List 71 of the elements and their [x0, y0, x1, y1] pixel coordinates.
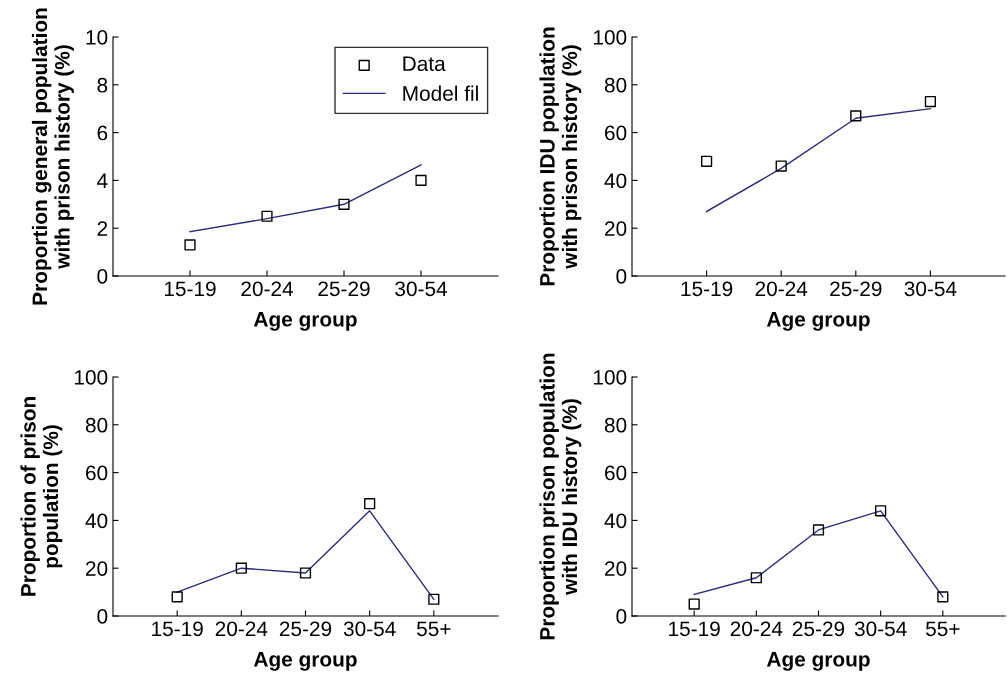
x-tick-label: 20-24	[755, 281, 808, 297]
x-tick-label: 30-54	[343, 621, 396, 637]
x-tick-label: 55+	[417, 621, 451, 637]
y-tick-label: 0	[97, 269, 108, 284]
x-tick-label: 30-54	[904, 281, 957, 297]
point	[364, 498, 376, 510]
point	[812, 524, 825, 536]
y-tick-label: 10	[86, 30, 108, 45]
point	[235, 562, 247, 574]
y-tick-label: 80	[604, 77, 627, 93]
x-tick-label: 30-54	[854, 621, 907, 637]
x-tick-label: 15-19	[681, 281, 733, 297]
point	[750, 572, 762, 584]
x-tick-label: 15-19	[669, 621, 720, 637]
point	[261, 210, 273, 222]
legend-label: Data	[403, 56, 446, 72]
x-tick-label: 20-24	[241, 281, 294, 297]
x-axis-title: Age group	[253, 312, 357, 331]
point	[937, 591, 949, 603]
point	[299, 567, 312, 579]
y-tick-label: 80	[85, 417, 108, 433]
y-axis-title: Proportion prison population with IDU history (%)	[539, 353, 582, 640]
y-tick-label: 0	[616, 609, 627, 624]
point	[184, 239, 196, 251]
x-axis-title: Age group	[253, 652, 357, 671]
x-tick-label: 15-19	[152, 621, 203, 637]
y-tick-label: 100	[593, 370, 627, 385]
y-axis-title: Proportion of prison population (%)	[20, 397, 63, 596]
point	[688, 598, 700, 610]
y-tick-label: 4	[97, 173, 108, 188]
y-axis-title: Proportion IDU population with prison history (%)	[539, 27, 582, 286]
x-axis-title: Age group	[766, 312, 870, 331]
y-tick-label: 100	[593, 30, 627, 45]
y-tick-label: 2	[97, 221, 108, 236]
x-tick-label: 20-24	[730, 621, 783, 637]
x-tick-label: 20-24	[215, 621, 268, 637]
y-tick-label: 60	[605, 125, 627, 141]
point	[775, 160, 787, 172]
x-tick-label: 25-29	[792, 621, 845, 637]
point	[875, 505, 887, 517]
x-axis-title: Age group	[766, 652, 870, 671]
y-tick-label: 20	[605, 561, 627, 576]
y-tick-label: 6	[97, 125, 108, 141]
x-tick-label: 25-29	[279, 621, 332, 637]
point	[338, 198, 350, 210]
y-axis-title: Proportion general population with prison history (%)	[31, 8, 74, 305]
y-tick-label: 0	[97, 609, 108, 624]
y-tick-label: 60	[605, 465, 627, 481]
y-tick-label: 80	[604, 417, 627, 433]
point	[850, 110, 862, 122]
point	[171, 591, 183, 603]
x-tick-label: 25-29	[830, 281, 882, 297]
y-tick-label: 20	[86, 561, 108, 576]
y-tick-label: 40	[604, 513, 627, 529]
y-tick-label: 20	[605, 221, 627, 236]
point	[924, 95, 937, 108]
x-tick-label: 30-54	[395, 281, 448, 297]
y-tick-label: 40	[85, 513, 108, 529]
y-tick-label: 8	[97, 77, 108, 93]
x-tick-label: 25-29	[318, 281, 370, 297]
line-series	[189, 164, 422, 233]
point	[700, 155, 713, 167]
y-tick-label: 40	[604, 173, 627, 189]
legend-label: Model fil	[403, 85, 478, 101]
x-tick-label: 55+	[926, 621, 960, 637]
y-tick-label: 100	[74, 370, 108, 385]
point	[428, 593, 440, 605]
y-tick-label: 60	[86, 465, 108, 481]
x-tick-label: 15-19	[164, 281, 216, 297]
y-tick-label: 0	[616, 269, 627, 284]
point	[415, 174, 427, 187]
